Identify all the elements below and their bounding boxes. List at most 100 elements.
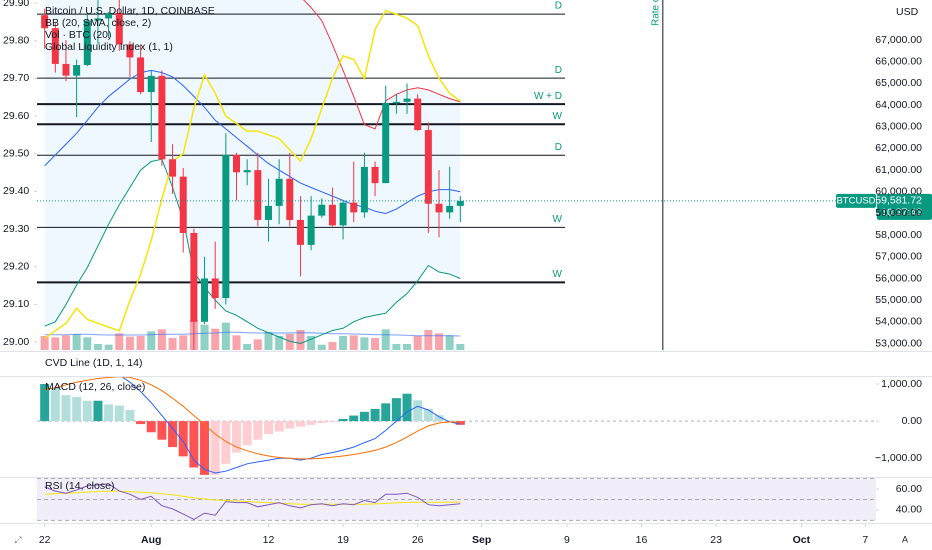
candle-body (339, 202, 347, 226)
legend-liquidity: Global Liquidity Index (1, 1) (45, 41, 173, 53)
y2-tick-label: 29.70 (3, 72, 29, 84)
rsi-ma-line (44, 490, 461, 505)
y-tick-label: 66,000.00 (875, 56, 922, 68)
y-tick-label: 56,000.00 (875, 272, 922, 284)
chart-title: Bitcoin / U.S. Dollar, 1D, COINBASE (45, 5, 215, 17)
candle-body (137, 57, 145, 93)
y-tick-label: 59,000.00 (875, 207, 922, 219)
candle-body (392, 101, 400, 103)
volume-bar (83, 337, 92, 350)
macd-histogram-bar (338, 418, 348, 422)
candle-body (62, 63, 70, 76)
volume-bar (371, 338, 380, 350)
auto-scale-button[interactable]: A (902, 534, 908, 544)
y-tick-label: 57,000.00 (875, 251, 922, 263)
candle-body (94, 18, 102, 21)
volume-ma (44, 331, 461, 337)
y2-tick-label: 29.30 (3, 223, 29, 235)
volume-bar (360, 337, 369, 350)
macd-histogram-bar (82, 400, 92, 422)
macd-pane (37, 377, 876, 475)
macd-histogram-bar (253, 421, 263, 440)
volume-bar (125, 336, 134, 350)
macd-histogram-bar (114, 405, 124, 422)
candle-body (371, 166, 379, 184)
candle-body (233, 154, 241, 173)
macd-histogram-bar (434, 415, 444, 422)
macd-histogram-bar (295, 421, 305, 427)
candle-body (179, 176, 187, 233)
currency-label: USD (896, 6, 919, 18)
candle-body (275, 178, 283, 206)
y-tick-label: 60,000.00 (875, 186, 922, 198)
candle-body (264, 205, 272, 220)
volume-bar (221, 322, 230, 350)
level-label: D (555, 1, 562, 12)
candle-body (286, 178, 294, 220)
candle-body (435, 203, 443, 213)
y2-tick-label: 29.40 (3, 185, 29, 197)
y-tick-label: 0.00 (902, 415, 923, 427)
volume-bar (264, 332, 273, 350)
x-tick-label: 19 (337, 534, 349, 546)
candle-body (360, 166, 368, 213)
volume-bar (349, 335, 358, 350)
rsi-line (44, 483, 461, 520)
y-tick-label: 67,000.00 (875, 34, 922, 46)
volume-bar (243, 344, 252, 350)
x-tick-label: Sep (472, 534, 491, 546)
x-tick-label: 22 (39, 534, 51, 546)
legend-rsi: RSI (14, close) (45, 480, 114, 492)
candle-body (83, 20, 91, 66)
volume-bar (381, 329, 390, 350)
signal-line (44, 377, 461, 460)
level-label: W (553, 269, 563, 280)
macd-histogram-bar (93, 400, 103, 422)
macd-histogram-bar (178, 421, 188, 457)
macd-histogram-bar (72, 397, 82, 422)
volume-bar (328, 342, 337, 350)
candle-body (456, 200, 464, 206)
y-tick-label: 1,000.00 (881, 378, 922, 390)
volume-bar (392, 344, 401, 350)
rsi-pane (37, 478, 876, 521)
candle-body (424, 130, 432, 204)
y2-tick-label: 29.10 (3, 298, 29, 310)
y2-tick-label: 29.20 (3, 261, 29, 273)
candle-body (211, 278, 219, 298)
macd-histogram-bar (327, 421, 337, 422)
candle-body (201, 278, 209, 322)
volume-bar (296, 330, 305, 350)
legend-volume: Vol · BTC (20) (45, 29, 112, 41)
y-tick-label: 64,000.00 (875, 99, 922, 111)
macd-histogram-bar (200, 421, 210, 475)
x-tick-label: Aug (141, 534, 161, 546)
zoom-icon[interactable]: ⤢ (13, 534, 21, 544)
macd-histogram-bar (157, 421, 167, 440)
volume-bar (200, 324, 209, 350)
x-tick-label: 26 (412, 534, 424, 546)
volume-bar (285, 334, 294, 350)
macd-histogram-bar (349, 415, 359, 422)
liquidity-line (44, 9, 461, 339)
volume-bar (61, 335, 70, 350)
x-tick-label: 9 (564, 534, 570, 546)
macd-histogram-bar (242, 421, 252, 446)
candle-body (73, 65, 81, 76)
volume-bar (104, 344, 113, 350)
macd-histogram-bar (61, 395, 71, 422)
volume-bar (403, 344, 412, 350)
x-tick-label: 16 (636, 534, 648, 546)
macd-histogram-bar (168, 421, 178, 448)
volume-bar (168, 338, 177, 350)
y-tick-label: 65,000.00 (875, 77, 922, 89)
candle-body (158, 75, 166, 160)
volume-bar (115, 333, 124, 350)
macd-histogram-bar (381, 403, 391, 422)
y-tick-label: 40.00 (896, 504, 922, 516)
volume-bar (179, 335, 188, 350)
rsi-band-fill (37, 478, 876, 521)
macd-histogram-bar (402, 393, 412, 422)
